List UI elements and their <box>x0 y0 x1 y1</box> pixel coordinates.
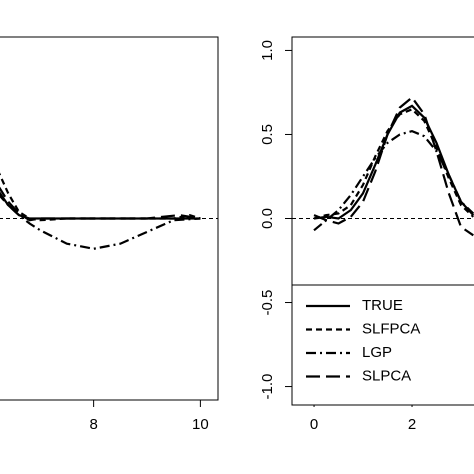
series-line <box>0 191 201 220</box>
x-tick-label: 10 <box>192 416 209 433</box>
y-tick-label: 0.5 <box>259 124 276 145</box>
series-line <box>313 95 474 237</box>
x-tick-label: 2 <box>408 416 416 433</box>
plot-box <box>0 36 219 401</box>
y-tick-label: 0.0 <box>259 208 276 229</box>
plot-area <box>0 172 218 250</box>
legend-label: SLFPCA <box>362 320 420 337</box>
legend-label: SLPCA <box>362 367 411 384</box>
plot-area <box>292 95 474 237</box>
x-tick-label: 0 <box>310 416 318 433</box>
series-line <box>0 194 201 250</box>
y-tick-label: -0.5 <box>259 290 276 316</box>
series-line <box>0 186 201 222</box>
legend-label: TRUE <box>362 297 403 314</box>
series-line <box>0 172 201 222</box>
legend-label: LGP <box>362 344 392 361</box>
series-line <box>313 129 474 232</box>
y-tick-label: 1.0 <box>259 40 276 61</box>
y-tick-label: -1.0 <box>259 374 276 400</box>
x-tick-label: 8 <box>89 416 97 433</box>
